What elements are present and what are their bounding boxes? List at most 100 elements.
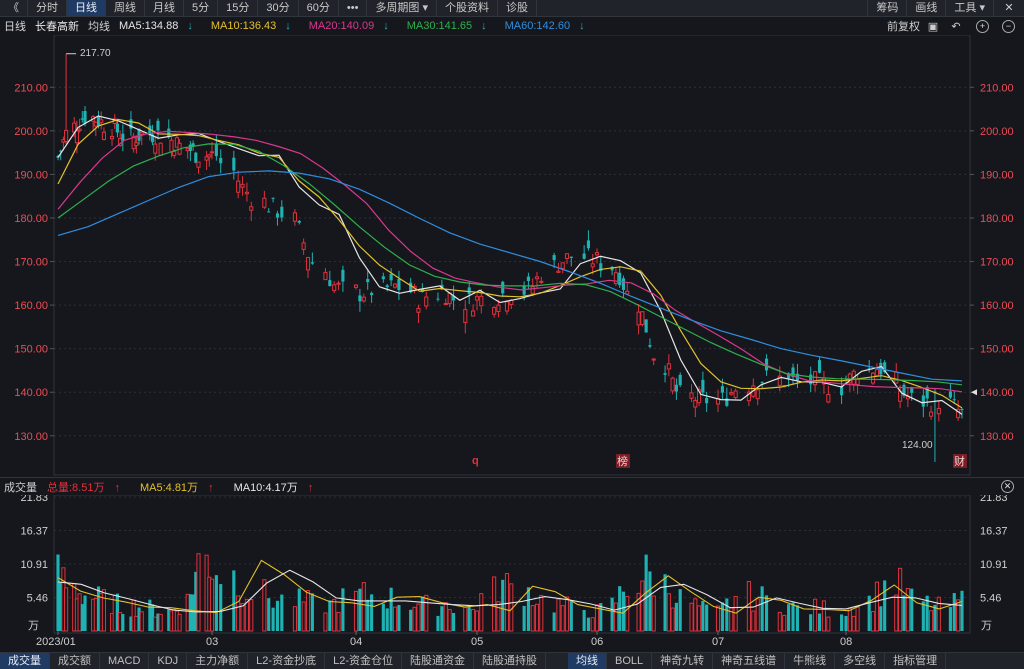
candle-body-down xyxy=(148,125,152,136)
arrow-down-icon: ↓ xyxy=(481,20,487,32)
candle-body-up xyxy=(447,292,452,305)
volume-bar-up xyxy=(640,580,645,632)
volume-bar-up xyxy=(870,611,876,632)
volume-bar-down xyxy=(341,588,345,631)
close-panel-icon[interactable]: ✕ xyxy=(1001,480,1014,493)
volume-chart[interactable]: 5.46 5.46 10.91 10.91 16.37 16.37 21.83 21.83 2… xyxy=(0,495,1024,652)
tab-30min[interactable]: 30分 xyxy=(258,0,299,16)
more-button[interactable]: ••• xyxy=(339,0,368,16)
price-chart[interactable]: 130.00 130.00 140.00 140.00 150.00 150.00 160.… xyxy=(0,35,1024,477)
tab-boll[interactable]: BOLL xyxy=(607,653,653,669)
tab-5min[interactable]: 5分 xyxy=(184,0,219,16)
volume-bar-down xyxy=(809,614,813,631)
ma-indicator-label[interactable]: 均线 xyxy=(88,21,110,33)
candle-body-up xyxy=(336,282,341,285)
lock-icon[interactable]: ▣ xyxy=(927,20,939,33)
volume-bar-up xyxy=(590,617,595,632)
candle-body-up xyxy=(504,301,510,312)
candle-body-down xyxy=(397,278,401,291)
zoom-out-icon[interactable]: − xyxy=(1002,19,1015,33)
candle-body-up xyxy=(813,371,818,386)
candle-body-down xyxy=(370,292,374,296)
volume-bar-down xyxy=(648,571,652,631)
diagnose-button[interactable]: 诊股 xyxy=(498,0,538,16)
volume-unit-left: 万 xyxy=(28,620,39,632)
candle-body-up xyxy=(262,197,267,208)
candle-body-down xyxy=(409,282,413,293)
candle-body-down xyxy=(787,374,791,379)
zoom-in-icon[interactable]: + xyxy=(976,19,989,33)
stock-info-button[interactable]: 个股资料 xyxy=(437,0,499,16)
candle-body-up xyxy=(249,206,254,211)
event-marker-bang[interactable]: 榜 xyxy=(616,454,630,468)
tab-monthly[interactable]: 月线 xyxy=(145,0,184,16)
price-tick-label: 190.00 xyxy=(980,169,1014,181)
tab-long-short[interactable]: 多空线 xyxy=(835,653,886,669)
tab-ma[interactable]: 均线 xyxy=(567,653,607,669)
tab-turnover[interactable]: 成交额 xyxy=(50,653,100,669)
tab-60min[interactable]: 60分 xyxy=(299,0,339,16)
candle-body-up xyxy=(93,121,98,127)
volume-bar-down xyxy=(599,603,603,631)
tab-l2-position[interactable]: L2-资金仓位 xyxy=(325,653,402,669)
volume-bar-up xyxy=(936,596,941,632)
candle-body-up xyxy=(99,119,104,123)
date-tick-label: 05 xyxy=(471,636,483,648)
candle-body-up xyxy=(158,142,163,156)
adjust-label[interactable]: 前复权 xyxy=(887,21,920,33)
tab-volume[interactable]: 成交量 xyxy=(0,653,50,669)
volume-bar-up xyxy=(392,606,398,632)
candle-body-up xyxy=(729,392,734,395)
candle-body-up xyxy=(72,122,77,133)
ma30-value: MA30:141.65 ↓ xyxy=(407,20,496,32)
tab-daily[interactable]: 日线 xyxy=(67,0,106,16)
tab-td9[interactable]: 神奇九转 xyxy=(652,653,714,669)
undo-icon[interactable]: ↶ xyxy=(951,20,961,33)
volume-bar-up xyxy=(636,592,641,632)
event-marker-cai[interactable]: 财 xyxy=(953,454,967,468)
price-frame xyxy=(53,35,971,476)
volume-bar-right: ✕ xyxy=(997,480,1024,493)
chips-button[interactable]: 筹码 xyxy=(867,0,906,16)
tab-macd[interactable]: MACD xyxy=(100,653,150,669)
volume-bar-up xyxy=(826,616,831,632)
candle-body-up xyxy=(564,253,570,259)
volume-bar-down xyxy=(115,593,120,631)
tab-indicator-manage[interactable]: 指标管理 xyxy=(885,653,947,669)
event-marker-q[interactable]: q xyxy=(472,455,479,467)
marker-q-label: q xyxy=(472,455,479,467)
tab-kdj[interactable]: KDJ xyxy=(149,653,188,669)
tab-hk-flow[interactable]: 陆股通资金 xyxy=(402,653,474,669)
tab-main-net[interactable]: 主力净额 xyxy=(187,653,249,669)
candle-body-down xyxy=(385,285,389,288)
volume-tick-label: 10.91 xyxy=(980,559,1008,571)
tab-bull-bear[interactable]: 牛熊线 xyxy=(785,653,836,669)
volume-bar-down xyxy=(674,602,678,631)
volume-bar-down xyxy=(275,600,280,631)
draw-line-button[interactable]: 画线 xyxy=(906,0,945,16)
candle-body-down xyxy=(678,374,682,386)
candle-body-down xyxy=(328,280,332,287)
back-button[interactable]: 《 xyxy=(0,0,28,16)
candle-body-up xyxy=(392,283,398,288)
candle-body-up xyxy=(174,137,179,148)
volume-total-text: 总量:8.51万 xyxy=(47,481,105,494)
tab-magic-five[interactable]: 神奇五线谱 xyxy=(713,653,786,669)
tab-intraday[interactable]: 分时 xyxy=(28,0,67,16)
caret-down-icon: ▾ xyxy=(422,2,429,14)
candle-body-down xyxy=(280,206,284,218)
tools-dropdown[interactable]: 工具 ▾ xyxy=(945,0,993,16)
volume-bar-up xyxy=(651,595,656,632)
tab-15min[interactable]: 15分 xyxy=(218,0,259,16)
volume-bar-up xyxy=(751,610,756,632)
candle-body-down xyxy=(436,298,440,300)
tab-l2-bottom[interactable]: L2-资金抄底 xyxy=(248,653,326,669)
close-button[interactable]: ✕ xyxy=(993,0,1024,16)
candle-body-up xyxy=(353,284,359,288)
candle-body-up xyxy=(492,307,497,315)
tab-weekly[interactable]: 周线 xyxy=(106,0,145,16)
low-value-label: 124.00 xyxy=(902,440,933,451)
multi-period-dropdown[interactable]: 多周期图 ▾ xyxy=(367,0,438,16)
tab-hk-holding[interactable]: 陆股通持股 xyxy=(474,653,546,669)
indicator-tabbar: 成交量 成交额 MACD KDJ 主力净额 L2-资金抄底 L2-资金仓位 陆股… xyxy=(0,652,1024,669)
